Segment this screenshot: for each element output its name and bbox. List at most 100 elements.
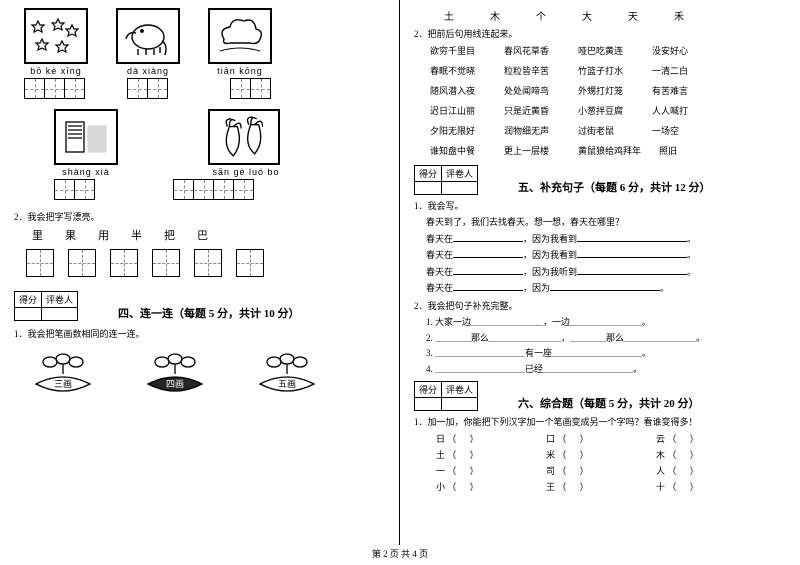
tianzige bbox=[127, 78, 168, 99]
fill-line: 春天在，因为我看到。 bbox=[426, 232, 786, 246]
pinyin-label: sān gè luó bo bbox=[196, 167, 296, 177]
char: 木 bbox=[490, 8, 500, 23]
left-column: bō kè xīng dà xiàng tiān kōng bbox=[0, 0, 400, 545]
s6-row: 小 （ ）王 （ ）十 （ ） bbox=[436, 480, 786, 493]
text: ，因为 bbox=[523, 283, 550, 293]
text: 春天在 bbox=[426, 234, 453, 244]
match-cell: 处处闻啼鸟 bbox=[504, 84, 560, 97]
tianzige bbox=[26, 249, 54, 277]
s6-item: 十 （ ） bbox=[656, 480, 766, 493]
question-label: 1．加一加，你能把下列汉字加一个笔画变成另一个字吗？看谁变得多！ bbox=[414, 415, 786, 428]
tianzige bbox=[236, 249, 264, 277]
match-cell: 春眠不觉晓 bbox=[430, 64, 486, 77]
s6-item: 人 （ ） bbox=[656, 464, 766, 477]
section-4-title: 四、连一连（每题 5 分，共计 10 分） bbox=[118, 305, 300, 321]
match-cell: 外甥打灯笼 bbox=[578, 84, 634, 97]
score-table: 得分评卷人 bbox=[414, 165, 478, 195]
fill-line: 4. ＿＿＿＿＿＿＿＿＿＿已经＿＿＿＿＿＿＿＿＿＿。 bbox=[426, 363, 786, 376]
match-grid: 欲穷千里目春风花草香哑巴吃黄连没安好心 春眠不觉晓粒粒皆辛苦竹篮子打水一清二白 … bbox=[430, 44, 786, 157]
match-cell: 谁知盘中餐 bbox=[430, 144, 486, 157]
match-cell: 随风潜入夜 bbox=[430, 84, 486, 97]
match-row: 春眠不觉晓粒粒皆辛苦竹篮子打水一清二白 bbox=[430, 64, 786, 77]
s6-row: 一 （ ）司 （ ）人 （ ） bbox=[436, 464, 786, 477]
s6-item: 小 （ ） bbox=[436, 480, 546, 493]
question-label: 2．把前后句用线连起来。 bbox=[414, 27, 786, 40]
image-row-2 bbox=[54, 109, 385, 165]
blank bbox=[453, 281, 523, 291]
pinyin-row-1: bō kè xīng dà xiàng tiān kōng bbox=[24, 66, 385, 76]
char: 土 bbox=[444, 8, 454, 23]
blank bbox=[453, 232, 523, 242]
s6-rows: 日 （ ）口 （ ）云 （ ）土 （ ）米 （ ）木 （ ）一 （ ）司 （ ）… bbox=[414, 432, 786, 493]
fill-line: 春天在，因为我听到。 bbox=[426, 265, 786, 279]
tianzige bbox=[24, 78, 85, 99]
image-updown bbox=[54, 109, 118, 165]
match-row: 夕阳无限好 润物细无声 过街老鼠 一场空 bbox=[430, 124, 786, 137]
text: ，因为我听到 bbox=[523, 267, 577, 277]
match-cell: 没安好心 bbox=[652, 44, 708, 57]
match-cell: 迟日江山丽 bbox=[430, 104, 486, 117]
s6-row: 日 （ ）口 （ ）云 （ ） bbox=[436, 432, 786, 445]
match-cell: 一清二白 bbox=[652, 64, 708, 77]
right-column: 土 木 个 大 天 禾 2．把前后句用线连起来。 欲穷千里目春风花草香哑巴吃黄连… bbox=[400, 0, 800, 545]
flower-3: 三画 bbox=[26, 350, 100, 396]
char: 半 bbox=[131, 227, 142, 243]
char: 个 bbox=[536, 8, 546, 23]
stars-icon bbox=[26, 11, 86, 61]
top-char-row: 土 木 个 大 天 禾 bbox=[444, 8, 786, 23]
score-section-4: 得分评卷人 四、连一连（每题 5 分，共计 10 分） bbox=[14, 291, 385, 321]
char: 巴 bbox=[197, 227, 208, 243]
worksheet-page: bō kè xīng dà xiàng tiān kōng bbox=[0, 0, 800, 545]
score-cell bbox=[42, 308, 78, 321]
match-cell: 润物细无声 bbox=[504, 124, 560, 137]
question-label: 1．我会写。 bbox=[414, 199, 786, 212]
book-icon bbox=[56, 112, 116, 162]
flower-label: 五画 bbox=[278, 379, 296, 389]
tianzige bbox=[194, 249, 222, 277]
match-cell: 人人喊打 bbox=[652, 104, 708, 117]
s6-item: 一 （ ） bbox=[436, 464, 546, 477]
fill-intro: 春天到了，我们去找春天。想一想，春天在哪里？ bbox=[426, 216, 786, 229]
match-cell: 只是近黄昏 bbox=[504, 104, 560, 117]
elephant-icon bbox=[118, 11, 178, 61]
section-5-title: 五、补充句子（每题 6 分，共计 12 分） bbox=[518, 179, 711, 195]
text: 春天在 bbox=[426, 250, 453, 260]
s6-item: 口 （ ） bbox=[546, 432, 656, 445]
blank bbox=[453, 248, 523, 258]
char: 把 bbox=[164, 227, 175, 243]
match-cell: 小葱拌豆腐 bbox=[578, 104, 634, 117]
flower-label: 四画 bbox=[166, 379, 184, 389]
match-cell: 黄鼠狼给鸡拜年 bbox=[578, 144, 641, 157]
match-cell: 一场空 bbox=[652, 124, 708, 137]
tianzige bbox=[173, 179, 254, 200]
score-table: 得分评卷人 bbox=[14, 291, 78, 321]
match-cell: 更上一层楼 bbox=[504, 144, 560, 157]
page-footer: 第 2 页 共 4 页 bbox=[0, 545, 800, 560]
match-cell: 过街老鼠 bbox=[578, 124, 634, 137]
flower-row: 三画 四画 bbox=[26, 350, 385, 396]
score-cell bbox=[415, 182, 442, 195]
pinyin-label: bō kè xīng bbox=[24, 66, 88, 76]
match-cell: 夕阳无限好 bbox=[430, 124, 486, 137]
s6-item: 土 （ ） bbox=[436, 448, 546, 461]
fill-line: 2. ＿＿＿＿那么＿＿＿＿＿＿＿＿，＿＿＿＿那么＿＿＿＿＿＿＿＿。 bbox=[426, 332, 786, 345]
char: 里 bbox=[32, 227, 43, 243]
text: ，因为我看到 bbox=[523, 234, 577, 244]
match-row: 随风潜入夜处处闻啼鸟外甥打灯笼有苦难言 bbox=[430, 84, 786, 97]
text: 春天在 bbox=[426, 283, 453, 293]
image-sky bbox=[208, 8, 272, 64]
s6-item: 米 （ ） bbox=[546, 448, 656, 461]
tianzige bbox=[54, 179, 95, 200]
match-cell: 哑巴吃黄连 bbox=[578, 44, 634, 57]
score-header: 评卷人 bbox=[42, 292, 78, 308]
score-header: 得分 bbox=[415, 382, 442, 398]
match-row: 谁知盘中餐更上一层楼黄鼠狼给鸡拜年照旧 bbox=[430, 144, 786, 157]
match-cell: 竹篮子打水 bbox=[578, 64, 634, 77]
s6-item: 日 （ ） bbox=[436, 432, 546, 445]
score-cell bbox=[15, 308, 42, 321]
score-header: 评卷人 bbox=[442, 166, 478, 182]
image-carrots bbox=[208, 109, 280, 165]
pinyin-label: dà xiàng bbox=[116, 66, 180, 76]
blank bbox=[577, 265, 687, 275]
char: 用 bbox=[98, 227, 109, 243]
